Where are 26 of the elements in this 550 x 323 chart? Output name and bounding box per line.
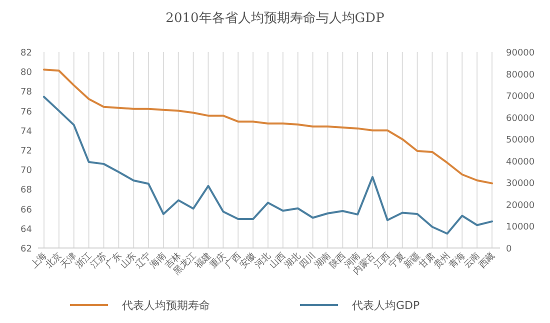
y-tick-label: 62 <box>20 244 32 254</box>
chart-title: 2010年各省人均预期寿命与人均GDP <box>166 11 385 26</box>
y-tick-label: 74 <box>20 126 32 137</box>
y2-tick-label: 20000 <box>506 200 535 211</box>
y-tick-label: 64 <box>20 224 32 235</box>
y2-tick-label: 50000 <box>506 136 535 146</box>
y2-tick-label: 70000 <box>506 92 535 102</box>
y2-tick-label: 80000 <box>506 70 535 80</box>
y-tick-label: 72 <box>20 146 32 156</box>
y-tick-label: 78 <box>20 88 32 98</box>
line-series <box>43 96 493 235</box>
legend-label: 代表人均GDP <box>351 299 420 312</box>
y-tick-label: 66 <box>20 205 32 216</box>
legend-label: 代表人均预期寿命 <box>121 299 210 312</box>
y2-tick-label: 90000 <box>506 48 535 58</box>
y-tick-label: 76 <box>20 107 32 118</box>
y-tick-label: 70 <box>20 166 32 176</box>
y2-tick-label: 10000 <box>506 222 535 233</box>
y2-tick-label: 40000 <box>506 157 535 168</box>
y2-tick-label: 0 <box>506 244 512 254</box>
line-series <box>43 68 493 184</box>
y2-tick-label: 60000 <box>506 114 535 124</box>
y-tick-label: 68 <box>20 186 32 196</box>
y2-tick-label: 30000 <box>506 179 535 190</box>
y-tick-label: 82 <box>20 48 32 58</box>
y-tick-label: 80 <box>20 68 32 78</box>
